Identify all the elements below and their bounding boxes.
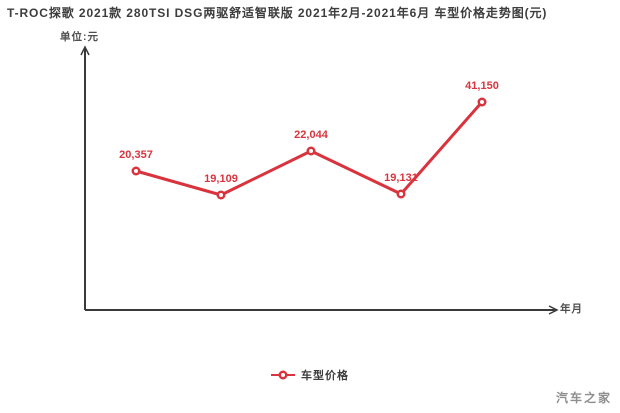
data-point-label: 19,109 bbox=[204, 173, 238, 185]
data-point-marker-center bbox=[399, 192, 403, 196]
data-point-marker-center bbox=[480, 100, 484, 104]
x-axis-label: 年月 bbox=[560, 303, 583, 315]
data-point-label: 19,131 bbox=[384, 172, 418, 184]
data-point-marker-center bbox=[219, 193, 223, 197]
chart-title: T-ROC探歌 2021款 280TSI DSG两驱舒适智联版 2021年2月-… bbox=[7, 6, 548, 20]
data-point-marker-center bbox=[134, 169, 138, 173]
y-axis-arrowhead-icon bbox=[80, 45, 90, 56]
series-layer: 20,357 19,109 22,044 19,131 41,150 bbox=[119, 80, 499, 200]
data-point-marker-center bbox=[309, 149, 313, 153]
watermark-autohome: 汽车之家 bbox=[555, 391, 612, 405]
x-axis-arrowhead-icon bbox=[548, 305, 559, 315]
legend-label: 车型价格 bbox=[301, 370, 349, 382]
data-point-label: 41,150 bbox=[465, 80, 499, 92]
legend: 车型价格 bbox=[271, 367, 349, 383]
y-axis-unit-label: 单位:元 bbox=[60, 31, 99, 43]
data-point-label: 20,357 bbox=[119, 149, 153, 161]
data-point-label: 22,044 bbox=[294, 129, 329, 141]
legend-line-marker-icon bbox=[271, 370, 295, 380]
